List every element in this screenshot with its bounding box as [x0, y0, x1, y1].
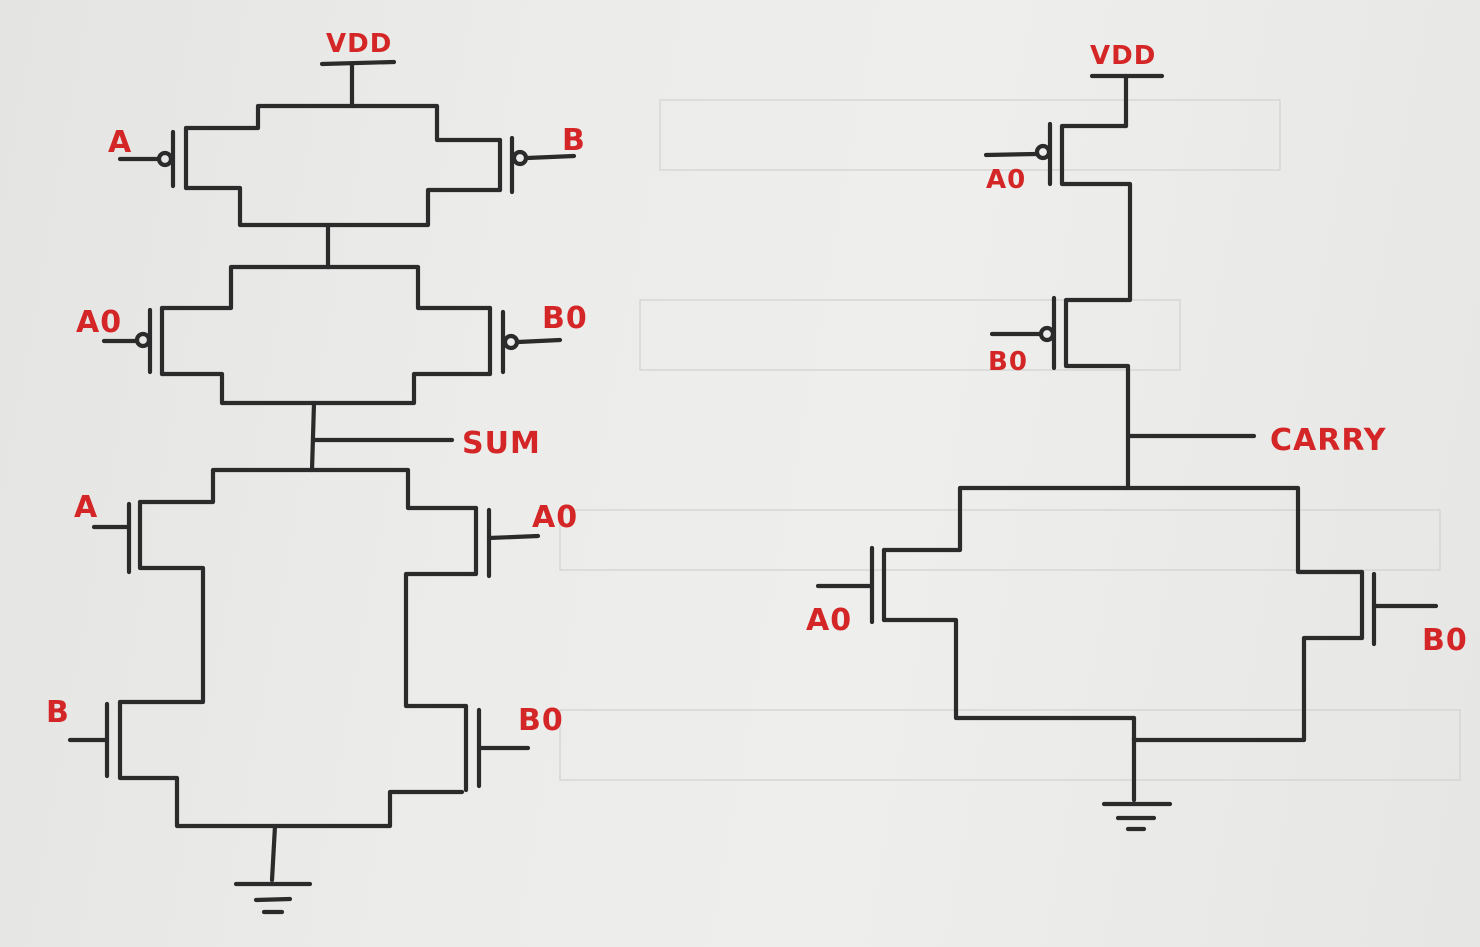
sum-pmos-b-label: B [562, 123, 586, 158]
carry-nmos-a0-label: A0 [806, 603, 852, 638]
carry-pmos-b0-label: B0 [988, 347, 1028, 377]
sum-nmos-a-transistor [91, 501, 132, 575]
sum-pmos-a-transistor [117, 129, 176, 189]
sum-nmos-b-transistor [67, 701, 110, 779]
paper-ghost-marks [559, 99, 1461, 781]
carry-ground-icon [1101, 801, 1173, 832]
carry-nmos-network [881, 485, 1365, 803]
carry-pmos-b0-transistor [989, 295, 1057, 371]
carry-pmos-a0-label: A0 [986, 165, 1026, 195]
sum-pmos-b0-transistor [500, 309, 563, 375]
sum-circuit: VDD A B [46, 29, 588, 915]
sum-pmos-a0-transistor [101, 307, 153, 375]
sum-nmos-a0-transistor [486, 507, 541, 579]
sum-output-label: SUM [462, 426, 541, 461]
sum-nmos-a0-label: A0 [532, 500, 578, 535]
sum-pmos-stage1 [183, 103, 503, 270]
carry-pmos-a0-transistor [983, 121, 1053, 187]
sum-nmos-b0-transistor [476, 707, 531, 789]
sum-nmos-network [117, 467, 479, 883]
sum-pmos-stage2 [159, 264, 493, 473]
sum-pmos-a0-label: A0 [76, 305, 122, 340]
sum-nmos-a-label: A [74, 490, 98, 525]
sum-nmos-b0-label: B0 [518, 703, 564, 738]
carry-nmos-a0-transistor [815, 545, 875, 625]
carry-nmos-b0-label: B0 [1422, 623, 1468, 658]
sum-nmos-b-label: B [46, 695, 70, 730]
sum-pmos-a-label: A [108, 125, 132, 160]
carry-output-label: CARRY [1270, 423, 1387, 458]
sum-vdd-label: VDD [326, 29, 392, 59]
carry-nmos-b0-transistor [1371, 571, 1439, 647]
carry-vdd-label: VDD [1090, 41, 1156, 71]
carry-circuit: VDD A0 B0 CARRY [806, 41, 1468, 832]
sum-vdd-rail [319, 59, 397, 109]
sum-pmos-b-transistor [509, 135, 577, 195]
sum-ground-icon [233, 881, 313, 915]
sum-pmos-b0-label: B0 [542, 301, 588, 336]
carry-pmos-series [1059, 123, 1133, 491]
carry-vdd-rail [1089, 73, 1165, 129]
